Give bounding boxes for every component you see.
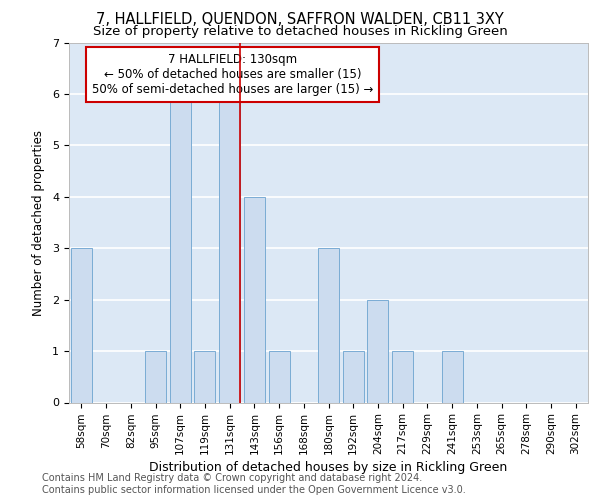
X-axis label: Distribution of detached houses by size in Rickling Green: Distribution of detached houses by size … [149, 462, 508, 474]
Bar [442, 351, 463, 403]
Bar [367, 300, 388, 403]
Bar [244, 197, 265, 402]
Bar [269, 351, 290, 403]
Y-axis label: Number of detached properties: Number of detached properties [32, 130, 45, 316]
Bar [71, 248, 92, 402]
Bar [194, 351, 215, 403]
Text: Size of property relative to detached houses in Rickling Green: Size of property relative to detached ho… [92, 25, 508, 38]
Text: Contains HM Land Registry data © Crown copyright and database right 2024.
Contai: Contains HM Land Registry data © Crown c… [42, 474, 466, 495]
Bar [170, 94, 191, 402]
Bar [145, 351, 166, 403]
Bar [392, 351, 413, 403]
Bar [343, 351, 364, 403]
Bar [219, 94, 240, 402]
Text: 7 HALLFIELD: 130sqm
← 50% of detached houses are smaller (15)
50% of semi-detach: 7 HALLFIELD: 130sqm ← 50% of detached ho… [92, 54, 373, 96]
Text: 7, HALLFIELD, QUENDON, SAFFRON WALDEN, CB11 3XY: 7, HALLFIELD, QUENDON, SAFFRON WALDEN, C… [96, 12, 504, 28]
Bar [318, 248, 339, 402]
